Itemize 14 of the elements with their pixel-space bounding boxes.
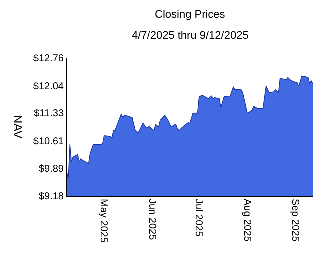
y-tick-label: $9.89 [38, 164, 64, 176]
y-tick-label: $9.18 [38, 192, 64, 202]
x-tick-label: Aug 2025 [241, 199, 252, 242]
chart-title: Closing Prices [155, 9, 226, 21]
y-tick-label: $12.76 [33, 54, 64, 64]
y-axis-title: NAV [11, 115, 25, 139]
y-tick-label: $10.61 [33, 136, 64, 148]
x-tick-label: Jul 2025 [193, 199, 204, 238]
y-tick-label: $11.33 [34, 108, 64, 120]
y-tick-label: $12.04 [33, 81, 64, 92]
x-tick-label: May 2025 [98, 199, 110, 244]
chart-subtitle: 4/7/2025 thru 9/12/2025 [132, 30, 249, 42]
x-tick-label: Sep 2025 [290, 199, 301, 242]
x-tick-label: Jun 2025 [146, 199, 158, 241]
